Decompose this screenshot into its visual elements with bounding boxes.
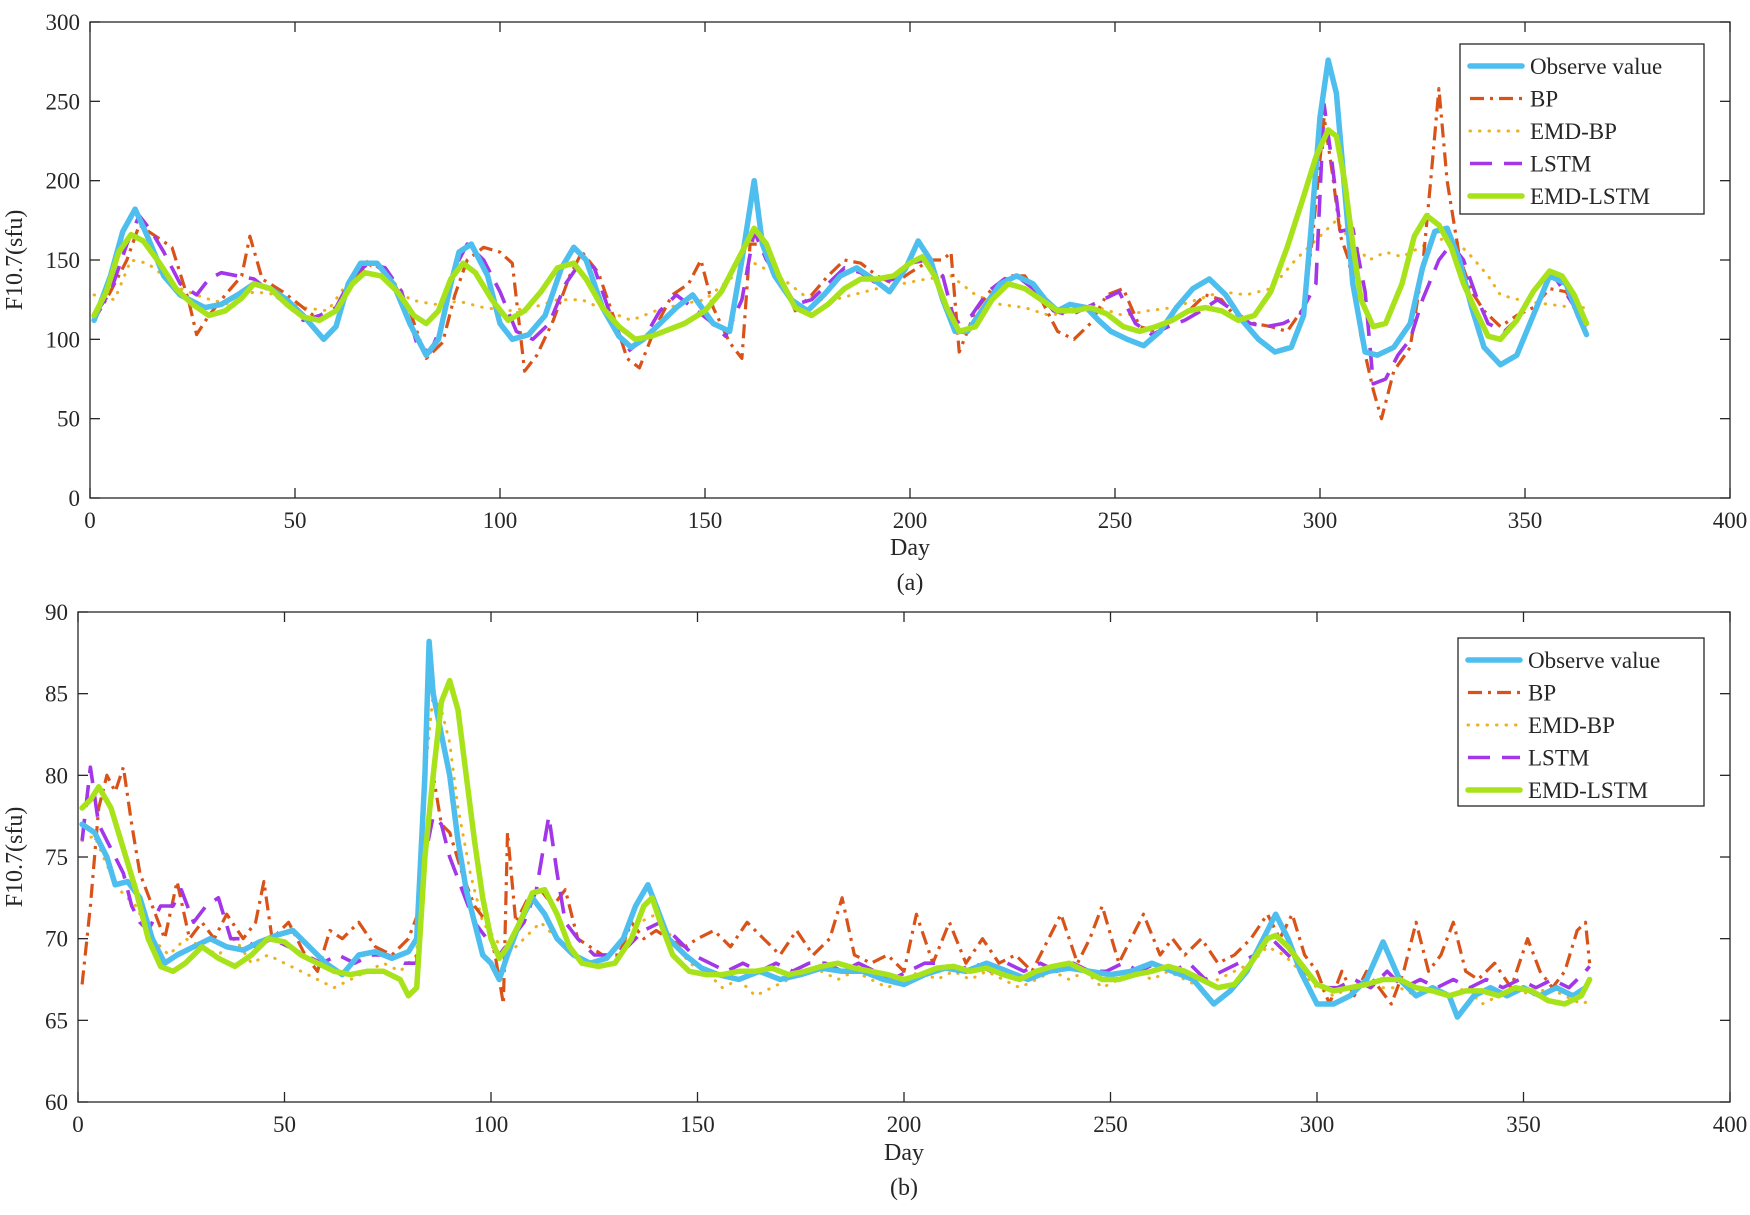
y-tick-label: 100 xyxy=(46,327,81,352)
legend-box xyxy=(1459,43,1705,215)
x-tick-label: 400 xyxy=(1713,1112,1748,1137)
x-axis-label: Day xyxy=(890,535,930,561)
x-tick-label: 350 xyxy=(1508,508,1543,533)
x-tick-label: 200 xyxy=(893,508,928,533)
x-tick-label: 0 xyxy=(72,1112,84,1137)
y-axis-label: F10.7(sfu) xyxy=(2,807,28,908)
series-line-emd-bp xyxy=(80,692,1592,1006)
x-tick-label: 300 xyxy=(1303,508,1338,533)
legend-label: EMD-BP xyxy=(1528,713,1615,738)
legend-box xyxy=(1457,637,1705,807)
series-line-emd-lstm xyxy=(91,127,1590,343)
y-tick-label: 60 xyxy=(45,1090,68,1115)
x-tick-label: 400 xyxy=(1713,508,1748,533)
chart-panel-b: 0 50 100 150 200 250 300 350 400 60 65 70 75 80 85 90 Da… xyxy=(2,600,1747,1201)
x-tick-label: 50 xyxy=(273,1112,296,1137)
legend-label: EMD-LSTM xyxy=(1528,778,1648,803)
x-tick-label: 150 xyxy=(680,1112,715,1137)
panel-label: (a) xyxy=(897,570,924,596)
series-line-observe-value xyxy=(79,638,1589,1020)
y-tick-label: 90 xyxy=(45,600,68,625)
y-tick-label: 65 xyxy=(45,1008,68,1033)
legend-label: LSTM xyxy=(1528,746,1589,771)
x-tick-label: 150 xyxy=(688,508,723,533)
series-lines xyxy=(79,638,1593,1020)
x-tick-label: 50 xyxy=(284,508,307,533)
x-tick-label: 350 xyxy=(1506,1112,1541,1137)
y-tick-label: 85 xyxy=(45,682,68,707)
y-tick-label: 50 xyxy=(57,407,80,432)
x-tick-label: 300 xyxy=(1300,1112,1335,1137)
series-line-emd-lstm xyxy=(79,677,1593,1007)
x-tick-label: 100 xyxy=(474,1112,509,1137)
y-tick-label: 200 xyxy=(46,169,81,194)
y-tick-label: 75 xyxy=(45,845,68,870)
y-tick-label: 300 xyxy=(46,10,81,35)
x-tick-label: 250 xyxy=(1098,508,1133,533)
series-line-bp xyxy=(92,87,1588,421)
legend: Observe value BP EMD-BP LSTM EMD-LSTM xyxy=(1457,637,1705,807)
y-tick-label: 250 xyxy=(46,89,81,114)
series-lines xyxy=(91,57,1590,421)
y-tick-label: 80 xyxy=(45,763,68,788)
legend-label: EMD-LSTM xyxy=(1530,184,1650,209)
legend-label: EMD-BP xyxy=(1530,119,1617,144)
legend-label: BP xyxy=(1528,681,1556,706)
legend-label: Observe value xyxy=(1530,54,1662,79)
x-tick-label: 200 xyxy=(887,1112,922,1137)
legend-label: BP xyxy=(1530,87,1558,112)
legend-label: Observe value xyxy=(1528,648,1660,673)
x-axis-label: Day xyxy=(884,1140,924,1166)
legend-label: LSTM xyxy=(1530,152,1591,177)
chart-panel-a: 0 50 100 150 200 250 300 350 400 0 50 100 150 200 250 3… xyxy=(2,10,1747,596)
y-tick-label: 0 xyxy=(69,486,81,511)
series-line-lstm xyxy=(80,765,1591,990)
y-axis-label: F10.7(sfu) xyxy=(2,210,28,311)
x-tick-label: 250 xyxy=(1093,1112,1128,1137)
x-tick-label: 0 xyxy=(84,508,96,533)
x-tick-label: 100 xyxy=(483,508,518,533)
y-tick-label: 70 xyxy=(45,927,68,952)
legend: Observe value BP EMD-BP LSTM EMD-LSTM xyxy=(1459,43,1705,215)
y-tick-label: 150 xyxy=(46,248,81,273)
panel-label: (b) xyxy=(890,1175,918,1201)
